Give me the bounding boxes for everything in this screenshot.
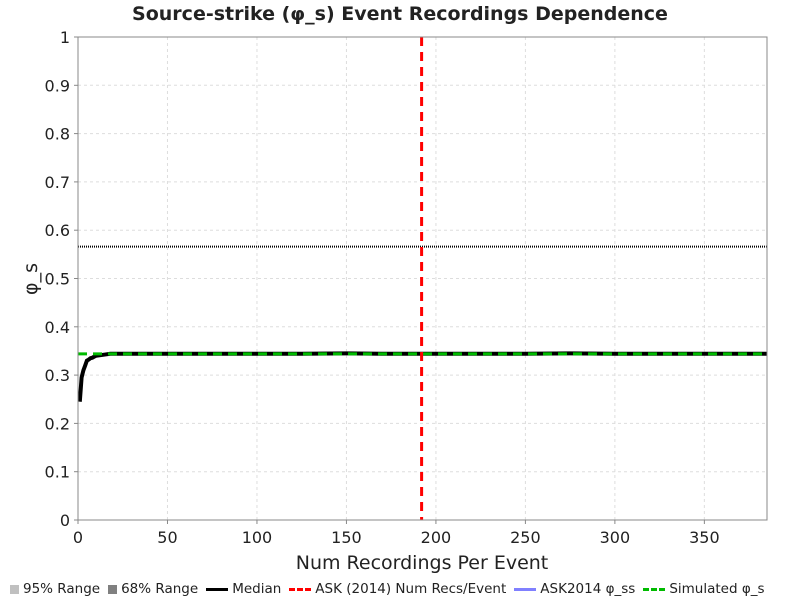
legend-swatch-line bbox=[643, 587, 666, 591]
y-ticks: 0 0.1 0.2 0.3 0.4 0.5 0.6 0.7 0.8 0.9 1 bbox=[45, 28, 78, 530]
y-axis-label: φ_s bbox=[20, 263, 42, 295]
y-tick-label: 0.3 bbox=[45, 366, 70, 385]
legend-item: Median bbox=[206, 581, 281, 597]
x-tick-label: 350 bbox=[689, 528, 720, 547]
y-tick-label: 0 bbox=[60, 511, 70, 530]
legend: 95% Range 68% Range Median ASK (2014) Num R… bbox=[0, 578, 800, 600]
x-tick-label: 300 bbox=[600, 528, 631, 547]
y-tick-label: 0.5 bbox=[45, 270, 70, 289]
y-tick-label: 0.1 bbox=[45, 463, 70, 482]
legend-swatch-square bbox=[10, 584, 19, 594]
y-tick-label: 0.7 bbox=[45, 173, 70, 192]
legend-label: ASK (2014) Num Recs/Event bbox=[315, 581, 507, 597]
x-axis-label: Num Recordings Per Event bbox=[296, 552, 549, 574]
legend-label: 95% Range bbox=[23, 581, 101, 597]
median-line bbox=[77, 351, 767, 402]
x-tick-label: 200 bbox=[421, 528, 452, 547]
chart-title: Source-strike (φ_s) Event Recordings Dep… bbox=[132, 3, 668, 25]
y-tick-label: 0.9 bbox=[45, 76, 70, 95]
y-tick-label: 1 bbox=[60, 28, 70, 47]
y-tick-label: 0.8 bbox=[45, 125, 70, 144]
legend-swatch-line bbox=[206, 587, 229, 591]
chart: Source-strike (φ_s) Event Recordings Dep… bbox=[20, 3, 768, 574]
legend-item: ASK (2014) Num Recs/Event bbox=[289, 581, 506, 597]
series-group bbox=[77, 37, 767, 520]
legend-label: Median bbox=[232, 581, 282, 597]
legend-label: 68% Range bbox=[121, 581, 199, 597]
legend-item: 68% Range bbox=[108, 581, 198, 597]
legend-label: ASK2014 φ_ss bbox=[540, 581, 636, 597]
legend-item: 95% Range bbox=[10, 581, 100, 597]
legend-item: ASK2014 φ_ss bbox=[514, 581, 635, 597]
x-ticks: 0 50 100 150 200 250 300 350 bbox=[73, 520, 720, 547]
y-tick-label: 0.4 bbox=[45, 318, 70, 337]
x-tick-label: 250 bbox=[510, 528, 541, 547]
legend-swatch-line bbox=[289, 587, 312, 591]
legend-item: Simulated φ_s bbox=[643, 581, 765, 597]
legend-swatch-square bbox=[108, 584, 118, 594]
x-tick-label: 150 bbox=[331, 528, 362, 547]
y-tick-label: 0.2 bbox=[45, 414, 70, 433]
y-tick-label: 0.6 bbox=[45, 221, 70, 240]
legend-label: Simulated φ_s bbox=[669, 581, 765, 597]
legend-swatch-line bbox=[514, 587, 537, 591]
x-tick-label: 100 bbox=[242, 528, 273, 547]
x-tick-label: 50 bbox=[157, 528, 177, 547]
x-tick-label: 0 bbox=[73, 528, 83, 547]
